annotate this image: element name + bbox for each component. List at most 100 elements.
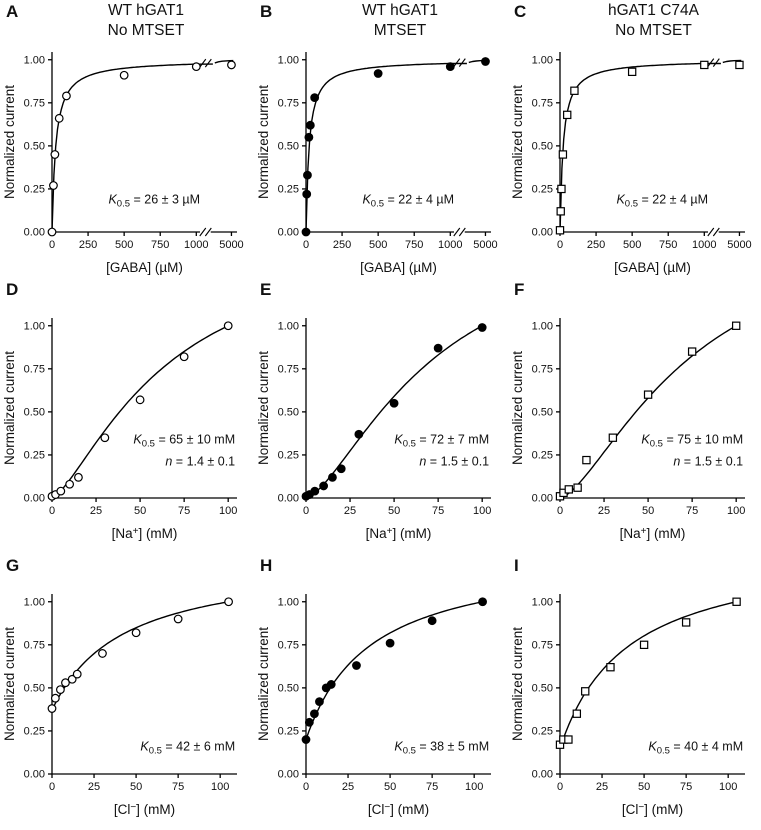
- panel-letter: G: [6, 556, 20, 575]
- axis-break-mark: [453, 227, 461, 237]
- svg-text:1.00: 1.00: [24, 54, 45, 66]
- svg-text:0.25: 0.25: [24, 449, 45, 461]
- column-title-line1: hGAT1 C74A: [607, 2, 700, 19]
- data-point: [173, 614, 183, 624]
- svg-text:0.25: 0.25: [532, 725, 553, 737]
- svg-text:75: 75: [178, 505, 190, 517]
- y-axis-label: Normalized current: [2, 627, 17, 741]
- k-annotation: K0.5 = 72 ± 7 mM: [394, 433, 489, 450]
- svg-text:0.75: 0.75: [24, 363, 45, 375]
- svg-text:250: 250: [587, 239, 605, 251]
- svg-text:0.50: 0.50: [532, 682, 553, 694]
- data-point: [310, 709, 319, 719]
- data-point: [572, 709, 582, 718]
- fit-curve: [305, 601, 483, 740]
- data-points: [47, 321, 233, 501]
- column-title-line2: MTSET: [373, 22, 427, 40]
- axis-break-mark: [712, 227, 720, 237]
- data-point: [336, 464, 346, 474]
- svg-text:1.00: 1.00: [532, 320, 553, 332]
- svg-text:5000: 5000: [219, 239, 243, 251]
- svg-text:75: 75: [172, 781, 184, 793]
- data-point: [326, 680, 336, 689]
- data-point: [310, 486, 320, 496]
- data-point: [643, 390, 653, 399]
- tick-labels: 0.00 0.25 0.50 0.75 1.00 0 25 50 75 100: [278, 596, 484, 793]
- panel-letter: H: [260, 556, 273, 575]
- axes: [302, 318, 491, 502]
- k-annotation: K0.5 = 38 ± 5 mM: [394, 740, 489, 757]
- axis-break-mark: [707, 227, 715, 237]
- fit-curve: [51, 58, 234, 233]
- data-points: [555, 597, 741, 749]
- data-point: [303, 170, 312, 180]
- data-point: [223, 321, 233, 331]
- data-points: [47, 597, 233, 713]
- column-title: hGAT1 C74A No MTSET: [508, 0, 761, 42]
- data-point: [65, 479, 75, 489]
- tick-labels: 0.00 0.25 0.50 0.75 1.00 0 250 500 750 1000 5000: [532, 54, 752, 251]
- svg-text:75: 75: [686, 505, 698, 517]
- panel-letter: E: [260, 280, 272, 299]
- data-point: [319, 481, 329, 491]
- svg-text:750: 750: [659, 239, 677, 251]
- panel-e: E 0.00 0.25 0.50 0.75 1.00 0 25 50 75 100 K0.5 = 72…: [254, 278, 508, 554]
- data-point: [56, 486, 66, 496]
- svg-text:0: 0: [557, 781, 563, 793]
- svg-text:0.75: 0.75: [532, 639, 553, 651]
- fit-curve: [559, 325, 737, 499]
- y-axis-label: Normalized current: [510, 627, 525, 741]
- panel-letter: I: [514, 556, 519, 575]
- svg-text:100: 100: [727, 505, 745, 517]
- curve-break-mark: [199, 58, 207, 68]
- svg-text:100: 100: [719, 781, 737, 793]
- x-axis-label: [Cl−] (mM): [622, 802, 683, 817]
- data-point: [131, 628, 141, 638]
- x-axis-label: [Cl−] (mM): [114, 802, 175, 817]
- x-axis-label: [Na+] (mM): [366, 526, 432, 541]
- panel-i: I 0.00 0.25 0.50 0.75 1.00 0 25 50 75 100 K0.5 = 40…: [508, 554, 761, 830]
- panel-b: B WT hGAT1 MTSET 0.00 0.25 0.50 0.75 1.00 0 250 50…: [254, 0, 508, 278]
- svg-text:750: 750: [405, 239, 423, 251]
- data-point: [191, 62, 201, 72]
- data-point: [61, 678, 70, 688]
- svg-text:0.25: 0.25: [24, 183, 45, 195]
- column-title: WT hGAT1 No MTSET: [0, 0, 254, 42]
- svg-text:0.25: 0.25: [278, 725, 299, 737]
- x-axis-label: [Cl−] (mM): [368, 802, 429, 817]
- svg-text:500: 500: [369, 239, 387, 251]
- k-annotation: K0.5 = 22 ± 4 µM: [616, 193, 708, 210]
- svg-text:250: 250: [333, 239, 351, 251]
- svg-text:50: 50: [638, 781, 650, 793]
- svg-text:0.00: 0.00: [24, 493, 45, 505]
- svg-text:0.75: 0.75: [24, 97, 45, 109]
- svg-text:25: 25: [342, 781, 354, 793]
- svg-text:75: 75: [426, 781, 438, 793]
- x-axis-label: [Na+] (mM): [112, 526, 178, 541]
- panel-h: H 0.00 0.25 0.50 0.75 1.00 0 25 50 75 100 K0.5 = 38…: [254, 554, 508, 830]
- tick-labels: 0.00 0.25 0.50 0.75 1.00 0 25 50 75 100: [532, 596, 738, 793]
- svg-text:1.00: 1.00: [278, 320, 299, 332]
- data-point: [98, 649, 107, 658]
- column-title-line2: No MTSET: [615, 22, 692, 40]
- tick-labels: 0.00 0.25 0.50 0.75 1.00 0 250 500 750 1000 5000: [24, 54, 244, 251]
- svg-text:50: 50: [388, 505, 400, 517]
- data-point: [56, 685, 65, 694]
- svg-text:1.00: 1.00: [24, 320, 45, 332]
- svg-text:0.25: 0.25: [24, 725, 45, 737]
- svg-text:0.75: 0.75: [24, 639, 45, 651]
- data-point: [302, 189, 312, 199]
- panel-C-plot: 0.00 0.25 0.50 0.75 1.00 0 250 500 750 1000 5000 K0…: [510, 52, 752, 275]
- data-point: [555, 226, 565, 235]
- column-title: WT hGAT1 MTSET: [254, 0, 508, 42]
- svg-text:75: 75: [680, 781, 692, 793]
- svg-text:0.75: 0.75: [278, 363, 299, 375]
- column-title-line1: WT hGAT1: [361, 2, 439, 19]
- svg-text:50: 50: [130, 781, 142, 793]
- data-point: [639, 640, 649, 650]
- k-annotation: K0.5 = 42 ± 6 mM: [140, 740, 235, 757]
- svg-text:0.75: 0.75: [532, 363, 553, 375]
- axis-break-mark: [458, 227, 466, 237]
- data-point: [564, 735, 573, 744]
- svg-text:0.00: 0.00: [278, 227, 299, 239]
